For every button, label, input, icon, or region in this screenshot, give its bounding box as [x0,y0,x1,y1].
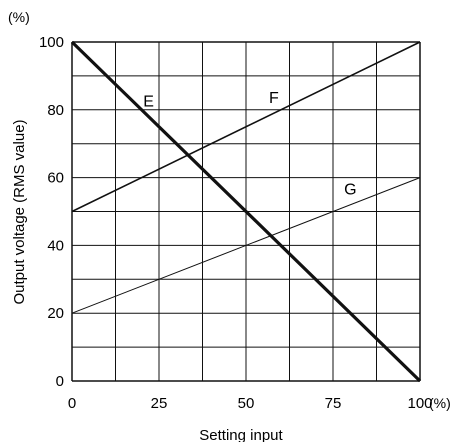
series-line-f [71,41,421,213]
x-tick-label: 100 [407,395,432,412]
y-tick-label: 60 [47,170,64,187]
series-labels: E F G [143,90,356,199]
y-tick-label: 100 [39,34,64,51]
x-axis-title: Setting input [199,427,283,442]
x-tick-label: 25 [151,395,168,412]
y-axis-title: Output voltage (RMS value) [11,119,28,304]
x-tick-label: 0 [68,395,76,412]
series-line-e [70,40,422,383]
y-tick-label: 20 [47,305,64,322]
x-unit-label: (%) [429,395,451,411]
y-unit-label: (%) [8,9,30,25]
x-tick-labels: 0 25 50 75 100 [68,395,433,412]
y-tick-label: 40 [47,237,64,254]
y-tick-label: 80 [47,102,64,119]
series-line-g [71,177,421,314]
series-label-f: F [269,90,279,107]
series-label-e: E [143,94,154,111]
y-tick-labels: 0 20 40 60 80 100 [39,34,64,390]
y-axis-unit: (%) [8,9,30,25]
x-tick-label: 75 [325,395,342,412]
series-lines [70,40,422,383]
series-label-g: G [344,182,356,199]
x-tick-label: 50 [238,395,255,412]
y-tick-label: 0 [56,373,64,390]
